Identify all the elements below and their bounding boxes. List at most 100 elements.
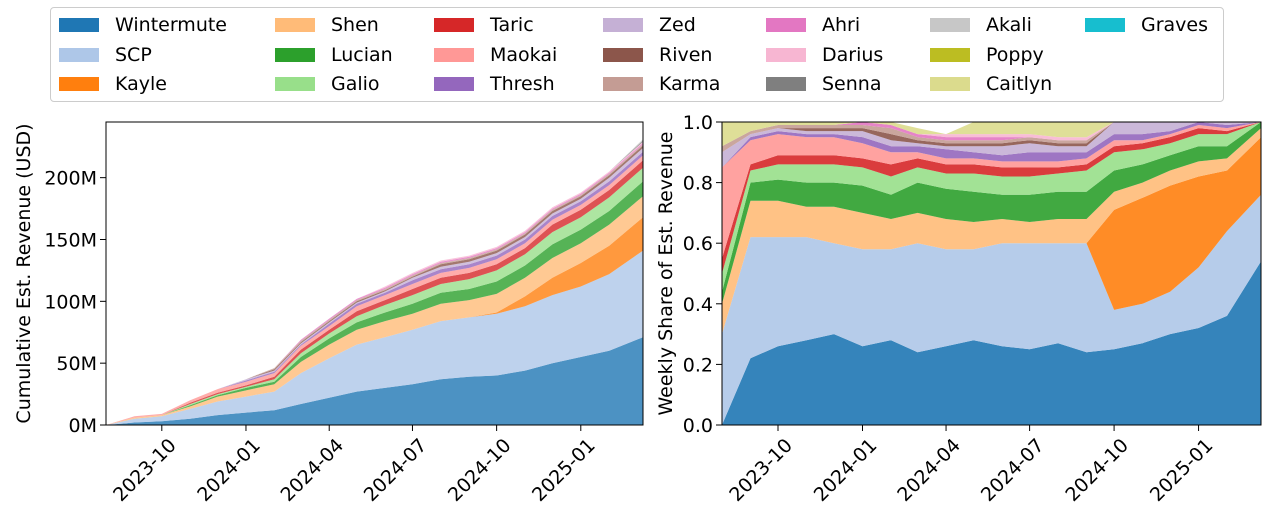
y-tick-label: 0.8 xyxy=(683,173,713,195)
x-tick-label: 2024-10 xyxy=(444,434,516,506)
area-lucian xyxy=(722,122,1261,304)
legend-item-thresh: Thresh xyxy=(434,73,555,95)
legend-label: Darius xyxy=(822,44,884,66)
legend-label: Poppy xyxy=(986,44,1044,66)
y-axis-label: Weekly Share of Est. Revenue xyxy=(655,131,677,415)
x-tick-label: 2024-01 xyxy=(810,434,882,506)
y-tick-label: 100M xyxy=(44,291,97,313)
legend-swatch-taric xyxy=(434,18,474,32)
legend-swatch-kayle xyxy=(59,77,99,91)
legend-label: Shen xyxy=(331,14,379,36)
y-tick-label: 0.0 xyxy=(683,415,713,437)
x-tick-label: 2023-10 xyxy=(109,434,181,506)
y-tick-label: 0M xyxy=(69,415,97,437)
legend-item-ahri: Ahri xyxy=(766,14,860,36)
legend-item-riven: Riven xyxy=(603,44,712,66)
legend-swatch-senna xyxy=(766,77,806,91)
area-scp xyxy=(106,250,643,425)
y-tick-label: 0.2 xyxy=(683,354,713,376)
legend-swatch-shen xyxy=(275,18,315,32)
legend-label: Kayle xyxy=(115,73,167,95)
legend-item-taric: Taric xyxy=(434,14,534,36)
area-wintermute xyxy=(722,261,1261,425)
legend-label: Thresh xyxy=(490,73,555,95)
legend-item-caitlyn: Caitlyn xyxy=(930,73,1052,95)
legend-swatch-zed xyxy=(603,18,643,32)
legend-label: Akali xyxy=(986,14,1032,36)
legend: Wintermute SCP Kayle Shen Lucian Galio Taric Ma… xyxy=(50,7,1224,102)
legend-item-shen: Shen xyxy=(275,14,379,36)
y-axis-label: Cumulative Est. Revenue (USD) xyxy=(13,123,35,423)
legend-label: Caitlyn xyxy=(986,73,1053,95)
area-zed xyxy=(722,122,1261,168)
area-kayle xyxy=(722,137,1261,335)
legend-item-akali: Akali xyxy=(930,14,1032,36)
legend-label: SCP xyxy=(115,44,152,66)
legend-swatch-karma xyxy=(603,77,643,91)
legend-label: Karma xyxy=(659,73,721,95)
legend-item-zed: Zed xyxy=(603,14,696,36)
legend-swatch-galio xyxy=(275,77,315,91)
legend-swatch-maokai xyxy=(434,48,474,62)
legend-label: Graves xyxy=(1141,14,1209,36)
legend-item-graves: Graves xyxy=(1085,14,1208,36)
area-taric xyxy=(722,122,1261,274)
y-tick-label: 0.6 xyxy=(683,233,713,255)
legend-item-kayle: Kayle xyxy=(59,73,167,95)
legend-item-galio: Galio xyxy=(275,73,380,95)
x-tick-label: 2024-07 xyxy=(360,434,432,506)
x-tick-label: 2024-10 xyxy=(1061,434,1133,506)
legend-label: Maokai xyxy=(490,44,558,66)
y-tick-label: 0.4 xyxy=(683,294,713,316)
y-tick-label: 50M xyxy=(56,353,97,375)
legend-swatch-poppy xyxy=(930,48,970,62)
y-tick-label: 150M xyxy=(44,229,97,251)
legend-swatch-akali xyxy=(930,18,970,32)
area-scp xyxy=(722,194,1261,425)
legend-item-wintermute: Wintermute xyxy=(59,14,227,36)
legend-swatch-caitlyn xyxy=(930,77,970,91)
legend-item-maokai: Maokai xyxy=(434,44,557,66)
area-shen xyxy=(722,128,1261,335)
plot-frame xyxy=(721,121,1262,426)
legend-item-scp: SCP xyxy=(59,44,152,66)
legend-swatch-graves xyxy=(1085,18,1125,32)
legend-label: Ahri xyxy=(822,14,861,36)
y-tick-label: 200M xyxy=(44,168,97,190)
x-tick-label: 2024-04 xyxy=(893,434,965,506)
legend-item-senna: Senna xyxy=(766,73,881,95)
legend-label: Senna xyxy=(822,73,882,95)
area-thresh xyxy=(722,122,1261,168)
legend-swatch-wintermute xyxy=(59,18,99,32)
area-maokai xyxy=(722,122,1261,259)
x-tick-label: 2024-01 xyxy=(193,434,265,506)
area-galio xyxy=(722,122,1261,292)
legend-swatch-thresh xyxy=(434,77,474,91)
plot-frame xyxy=(105,121,644,426)
x-tick-label: 2025-01 xyxy=(528,434,600,506)
area-caitlyn xyxy=(722,122,1261,147)
legend-label: Taric xyxy=(490,14,534,36)
legend-item-poppy: Poppy xyxy=(930,44,1044,66)
legend-label: Wintermute xyxy=(115,14,227,36)
legend-swatch-ahri xyxy=(766,18,806,32)
legend-label: Zed xyxy=(659,14,696,36)
legend-item-karma: Karma xyxy=(603,73,720,95)
legend-label: Lucian xyxy=(331,44,393,66)
legend-item-lucian: Lucian xyxy=(275,44,393,66)
legend-label: Galio xyxy=(331,73,380,95)
legend-item-darius: Darius xyxy=(766,44,883,66)
area-wintermute xyxy=(106,337,643,425)
area-riven xyxy=(722,122,1261,153)
legend-swatch-darius xyxy=(766,48,806,62)
y-tick-label: 1.0 xyxy=(683,112,713,134)
legend-swatch-scp xyxy=(59,48,99,62)
x-tick-label: 2023-10 xyxy=(725,434,797,506)
x-tick-label: 2025-01 xyxy=(1146,434,1218,506)
legend-swatch-riven xyxy=(603,48,643,62)
x-tick-label: 2024-04 xyxy=(276,434,348,506)
x-tick-label: 2024-07 xyxy=(977,434,1049,506)
legend-label: Riven xyxy=(659,44,713,66)
